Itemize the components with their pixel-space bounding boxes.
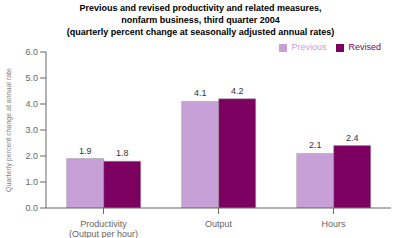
svg-text:Output: Output xyxy=(205,219,233,229)
html-text:(quarterly percent change at s: (quarterly percent change at seasonally … xyxy=(66,27,335,37)
svg-text:5.0: 5.0 xyxy=(25,73,38,83)
svg-text:4.0: 4.0 xyxy=(25,99,38,109)
html-text:Previous and revised productiv: Previous and revised productivity and re… xyxy=(79,3,322,13)
svg-text:2.4: 2.4 xyxy=(346,133,359,143)
html-text:Revised: Revised xyxy=(348,42,381,52)
svg-text:Hours: Hours xyxy=(321,219,346,229)
svg-text:4.2: 4.2 xyxy=(231,86,244,96)
svg-text:Productivity(Output per hour): Productivity(Output per hour) xyxy=(69,219,138,238)
svg-text:4.1: 4.1 xyxy=(194,88,207,98)
svg-text:2.0: 2.0 xyxy=(25,151,38,161)
html-text:Previous: Previous xyxy=(291,42,327,52)
svg-text:1.9: 1.9 xyxy=(79,146,92,156)
svg-text:2.1: 2.1 xyxy=(309,140,322,150)
svg-text:0.0: 0.0 xyxy=(25,203,38,213)
svg-text:6.0: 6.0 xyxy=(25,47,38,57)
svg-text:Quarterly percent change at an: Quarterly percent change at annual rate xyxy=(8,68,13,192)
html-text:nonfarm business, third quarte: nonfarm business, third quarter 2004 xyxy=(121,15,280,25)
svg-text:3.0: 3.0 xyxy=(25,125,38,135)
svg-text:1.0: 1.0 xyxy=(25,177,38,187)
svg-text:1.8: 1.8 xyxy=(116,148,129,158)
